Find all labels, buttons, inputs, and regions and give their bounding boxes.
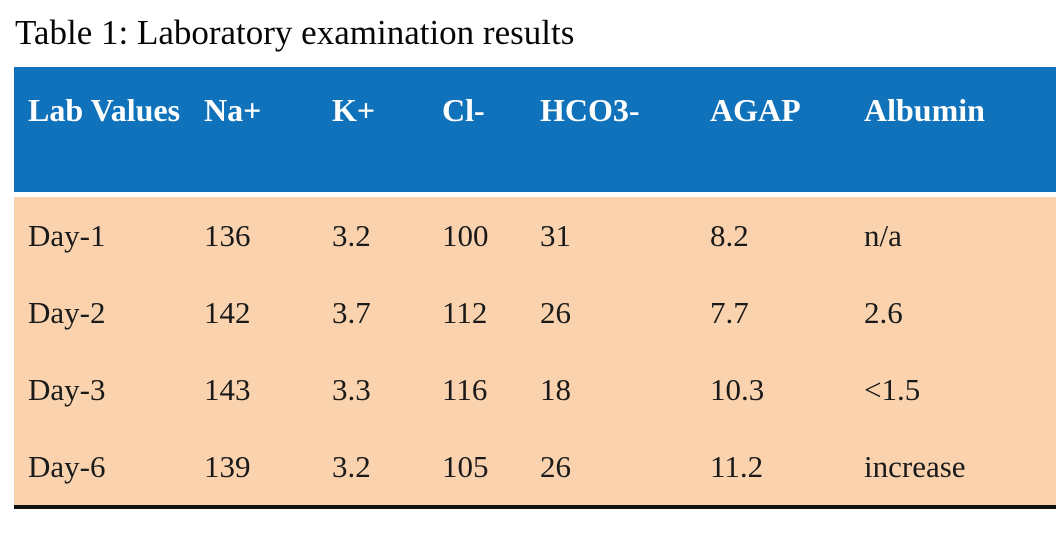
table-cell-agap: 7.7 — [710, 294, 749, 330]
table-cell-agap: 10.3 — [710, 371, 765, 407]
table-body: Day-1 136 3.2 100 31 8.2 n/a Day-2 142 3… — [14, 197, 1056, 509]
table-row-day-6: Day-6 139 3.2 105 26 11.2 increase — [14, 428, 1056, 505]
table-cell-hco3: 18 — [540, 371, 571, 407]
table-cell-hco3: 26 — [540, 448, 571, 484]
table-cell-hco3: 26 — [540, 294, 571, 330]
table-caption: Table 1: Laboratory examination results — [15, 13, 575, 52]
table-cell-cl: 112 — [442, 294, 488, 330]
table-row-day-2: Day-2 142 3.7 112 26 7.7 2.6 — [14, 274, 1056, 351]
row-label: Day-1 — [28, 217, 106, 253]
lab-results-table: Lab Values Na+ K+ Cl- HCO3- AGAP Albumin… — [14, 67, 1056, 509]
table-row-day-3: Day-3 143 3.3 116 18 10.3 <1.5 — [14, 351, 1056, 428]
table-cell-agap: 11.2 — [710, 448, 764, 484]
column-header-albumin: Albumin — [864, 92, 985, 128]
table-cell-k: 3.2 — [332, 217, 371, 253]
column-header-hco3: HCO3- — [540, 92, 640, 128]
table-cell-k: 3.2 — [332, 448, 371, 484]
table-cell-na: 143 — [204, 371, 251, 407]
table-cell-hco3: 31 — [540, 217, 571, 253]
table-cell-cl: 105 — [442, 448, 489, 484]
table-cell-na: 139 — [204, 448, 251, 484]
table-cell-k: 3.3 — [332, 371, 371, 407]
table-cell-agap: 8.2 — [710, 217, 749, 253]
table-header-row: Lab Values Na+ K+ Cl- HCO3- AGAP Albumin — [14, 67, 1056, 192]
column-header-cl: Cl- — [442, 92, 485, 128]
table-cell-cl: 100 — [442, 217, 489, 253]
table-cell-na: 136 — [204, 217, 251, 253]
table-cell-albumin: increase — [864, 448, 966, 484]
row-label: Day-3 — [28, 371, 106, 407]
table-cell-albumin: <1.5 — [864, 371, 921, 407]
column-header-agap: AGAP — [710, 92, 801, 128]
table-cell-na: 142 — [204, 294, 251, 330]
row-label: Day-2 — [28, 294, 106, 330]
table-cell-k: 3.7 — [332, 294, 371, 330]
column-header-lab-values: Lab Values — [28, 92, 181, 128]
table-cell-albumin: n/a — [864, 217, 902, 253]
table-cell-cl: 116 — [442, 371, 488, 407]
table-cell-albumin: 2.6 — [864, 294, 903, 330]
column-header-na: Na+ — [204, 92, 262, 128]
table-row-day-1: Day-1 136 3.2 100 31 8.2 n/a — [14, 197, 1056, 274]
column-header-k: K+ — [332, 92, 376, 128]
row-label: Day-6 — [28, 448, 106, 484]
